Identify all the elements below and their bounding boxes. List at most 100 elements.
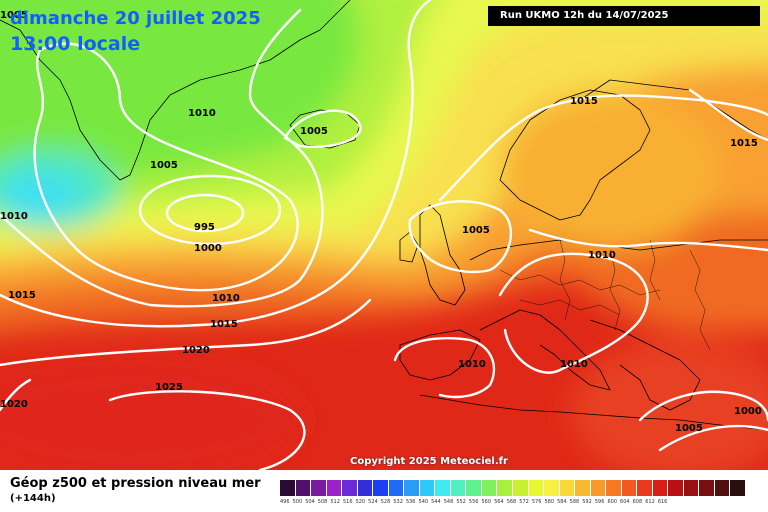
scale-swatch — [497, 480, 513, 496]
color-scale-labels: 496 500 504 508 512 516 520 524 528 532 536 540 544 5… — [280, 499, 768, 509]
isobar-label: 995 — [194, 222, 215, 233]
scale-swatch — [295, 480, 312, 496]
scale-value: 612 — [645, 499, 655, 505]
isobar-1010-east — [528, 228, 768, 252]
isobars — [0, 0, 768, 470]
scale-value: 584 — [557, 499, 567, 505]
scale-value: 500 — [292, 499, 303, 505]
isobar-1005-uk — [408, 200, 513, 274]
scale-swatch — [342, 480, 358, 496]
isobar-1005 — [33, 42, 299, 292]
isobar-label: 1005 — [0, 10, 28, 21]
scale-swatch — [637, 480, 653, 496]
isobar-1010-iberia — [393, 337, 496, 399]
isobar-label: 1010 — [588, 250, 616, 261]
scale-swatch — [621, 480, 638, 496]
isobar-label: 1010 — [188, 108, 216, 119]
scale-swatch — [528, 480, 545, 496]
scale-swatch — [544, 480, 560, 496]
isobar-labels: 1005 1010 1005 1005 995 1000 1010 1015 1… — [0, 10, 762, 434]
scale-swatch — [668, 480, 684, 496]
weather-map: 1005 1010 1005 1005 995 1000 1010 1015 1… — [0, 0, 768, 470]
scale-swatch — [466, 480, 482, 496]
isobar-1000-east — [638, 390, 768, 422]
scale-value: 608 — [632, 499, 643, 505]
legend-bar: Géop z500 et pression niveau mer (+144h)… — [0, 470, 768, 512]
color-scale — [280, 480, 746, 496]
isobar-label: 1005 — [300, 126, 328, 137]
isobar-995 — [165, 193, 245, 233]
isobar-label: 1015 — [210, 319, 238, 330]
scale-swatch — [419, 480, 436, 496]
scale-value: 532 — [393, 499, 403, 505]
isobar-label: 1010 — [0, 211, 28, 222]
scale-value: 556 — [468, 499, 479, 505]
scale-swatch — [311, 480, 327, 496]
scale-value: 596 — [594, 499, 605, 505]
scale-swatch — [450, 480, 467, 496]
isobar-label: 1010 — [560, 359, 588, 370]
isobar-label: 1010 — [458, 359, 486, 370]
isobar-1015 — [0, 0, 432, 328]
scale-swatch — [435, 480, 451, 496]
legend-subtitle: (+144h) — [10, 493, 56, 504]
scale-value: 504 — [305, 499, 315, 505]
scale-value: 576 — [531, 499, 542, 505]
scale-swatch — [730, 480, 746, 496]
isobar-label: 1000 — [194, 243, 222, 254]
scale-value: 592 — [582, 499, 592, 505]
isobar-1005-east — [658, 424, 768, 452]
isobar-1010-central — [498, 252, 649, 374]
scale-value: 560 — [481, 499, 492, 505]
isobar-label: 1010 — [212, 293, 240, 304]
geopotential-bands — [0, 0, 768, 470]
isobar-label: 1020 — [182, 345, 210, 356]
isobar-label: 1005 — [675, 423, 703, 434]
scale-value: 604 — [620, 499, 630, 505]
isobar-label: 1005 — [150, 160, 178, 171]
scale-swatch — [559, 480, 576, 496]
scale-value: 588 — [569, 499, 580, 505]
scale-swatch — [357, 480, 374, 496]
scale-swatch — [714, 480, 731, 496]
isobar-label: 1015 — [8, 290, 36, 301]
isobar-1015-ne — [688, 88, 768, 142]
scale-swatch — [606, 480, 622, 496]
isobar-label: 1015 — [570, 96, 598, 107]
scale-swatch — [280, 480, 296, 496]
isobar-1020 — [0, 298, 372, 367]
scale-swatch — [404, 480, 420, 496]
isobar-label: 1005 — [462, 225, 490, 236]
scale-value: 524 — [368, 499, 378, 505]
scale-value: 616 — [657, 499, 668, 505]
isobar-1000 — [138, 174, 282, 246]
scale-swatch — [326, 480, 343, 496]
scale-swatch — [683, 480, 700, 496]
scale-swatch — [699, 480, 715, 496]
scale-swatch — [388, 480, 405, 496]
scale-swatch — [652, 480, 669, 496]
forecast-time: 13:00 locale — [10, 33, 141, 55]
scale-value: 548 — [443, 499, 454, 505]
scale-value: 600 — [607, 499, 617, 505]
scale-value: 552 — [456, 499, 466, 505]
legend-title: Géop z500 et pression niveau mer — [10, 476, 261, 491]
scale-swatch — [575, 480, 591, 496]
isobar-label: 1015 — [730, 138, 758, 149]
scale-value: 568 — [506, 499, 517, 505]
scale-value: 544 — [431, 499, 441, 505]
scale-value: 540 — [418, 499, 429, 505]
copyright: Copyright 2025 Meteociel.fr — [350, 456, 508, 467]
isobar-1005-iceland — [283, 109, 362, 148]
scale-value: 580 — [544, 499, 555, 505]
isobar-label: 1020 — [0, 399, 28, 410]
scale-value: 572 — [519, 499, 529, 505]
scale-value: 512 — [330, 499, 340, 505]
scale-swatch — [512, 480, 529, 496]
scale-value: 528 — [380, 499, 391, 505]
scale-value: 536 — [405, 499, 416, 505]
scale-value: 516 — [342, 499, 353, 505]
isobar-label: 1000 — [734, 406, 762, 417]
scale-value: 496 — [280, 499, 290, 505]
